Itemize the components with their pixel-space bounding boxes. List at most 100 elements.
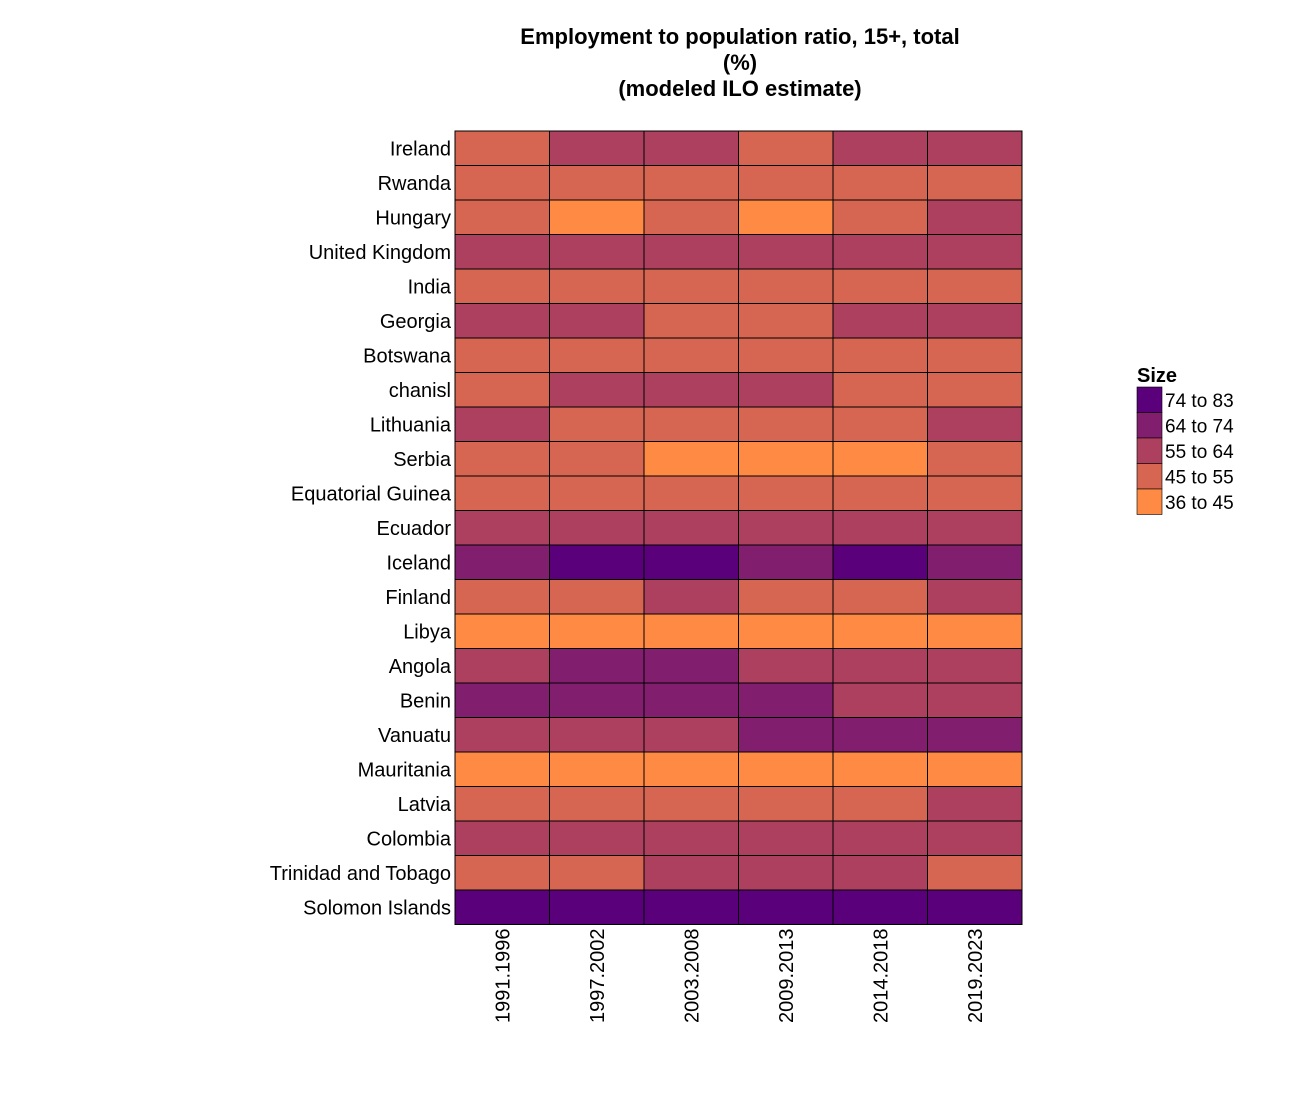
legend-swatch bbox=[1136, 437, 1163, 464]
heatmap-cell bbox=[738, 510, 834, 546]
heatmap-cell bbox=[832, 372, 928, 408]
heatmap-cell bbox=[643, 889, 739, 925]
heatmap-cell bbox=[454, 889, 550, 925]
heatmap-cell bbox=[454, 579, 550, 615]
heatmap-cell bbox=[927, 682, 1023, 718]
y-tick-label: Botswana bbox=[363, 345, 452, 367]
heatmap-cell bbox=[738, 130, 834, 166]
y-tick-label: Rwanda bbox=[378, 173, 452, 195]
heatmap-cell bbox=[643, 406, 739, 442]
heatmap-cell bbox=[549, 786, 645, 822]
heatmap-cell bbox=[549, 337, 645, 373]
heatmap-cell bbox=[832, 751, 928, 787]
heatmap-cell bbox=[454, 372, 550, 408]
heatmap-cell bbox=[927, 579, 1023, 615]
heatmap-cell bbox=[738, 648, 834, 684]
heatmap-cell bbox=[832, 613, 928, 649]
heatmap-cell bbox=[738, 579, 834, 615]
heatmap-cell bbox=[454, 751, 550, 787]
heatmap-cell bbox=[927, 441, 1023, 477]
y-tick-label: Benin bbox=[400, 690, 451, 712]
heatmap-cell bbox=[549, 717, 645, 753]
heatmap-cell bbox=[927, 406, 1023, 442]
heatmap-cell bbox=[927, 544, 1023, 580]
heatmap-cell bbox=[927, 889, 1023, 925]
legend-swatch bbox=[1136, 412, 1163, 439]
heatmap-cell bbox=[454, 130, 550, 166]
heatmap-cell bbox=[454, 165, 550, 201]
legend-label: 55 to 64 bbox=[1165, 442, 1234, 463]
heatmap-cell bbox=[454, 855, 550, 891]
heatmap-cell bbox=[832, 337, 928, 373]
heatmap-cell bbox=[738, 751, 834, 787]
heatmap-cell bbox=[549, 165, 645, 201]
heatmap-cell bbox=[643, 130, 739, 166]
heatmap-cell bbox=[927, 855, 1023, 891]
heatmap-cell bbox=[832, 510, 928, 546]
heatmap-cell bbox=[549, 130, 645, 166]
heatmap-cell bbox=[927, 717, 1023, 753]
x-tick-label: 1991.1996 bbox=[492, 929, 514, 1024]
legend-swatch bbox=[1136, 488, 1163, 515]
chart-title-line-3: (modeled ILO estimate) bbox=[618, 76, 861, 101]
legend-label: 36 to 45 bbox=[1165, 493, 1234, 514]
heatmap-cell bbox=[927, 613, 1023, 649]
heatmap-cell bbox=[454, 199, 550, 235]
y-tick-label: Georgia bbox=[380, 311, 452, 333]
heatmap-cell bbox=[454, 441, 550, 477]
y-tick-label: Trinidad and Tobago bbox=[270, 863, 451, 885]
heatmap-cell bbox=[454, 406, 550, 442]
heatmap-cell bbox=[454, 820, 550, 856]
heatmap-cell bbox=[454, 648, 550, 684]
heatmap-cell bbox=[549, 579, 645, 615]
heatmap-cell bbox=[738, 786, 834, 822]
heatmap-cell bbox=[832, 199, 928, 235]
heatmap-cell bbox=[643, 751, 739, 787]
heatmap-cell bbox=[549, 820, 645, 856]
heatmap-cell bbox=[738, 441, 834, 477]
heatmap-cell bbox=[454, 475, 550, 511]
heatmap-cell bbox=[832, 682, 928, 718]
heatmap-cell bbox=[832, 268, 928, 304]
y-tick-label: Solomon Islands bbox=[303, 897, 451, 919]
heatmap-cell bbox=[643, 682, 739, 718]
heatmap-cell bbox=[549, 855, 645, 891]
heatmap-cell bbox=[832, 717, 928, 753]
heatmap-cell bbox=[832, 130, 928, 166]
heatmap-cell bbox=[738, 717, 834, 753]
heatmap-cell bbox=[738, 199, 834, 235]
heatmap-cell bbox=[643, 475, 739, 511]
heatmap-cell bbox=[549, 268, 645, 304]
heatmap-cell bbox=[927, 165, 1023, 201]
heatmap-cell bbox=[549, 303, 645, 339]
heatmap-cell bbox=[832, 889, 928, 925]
heatmap-cell bbox=[643, 648, 739, 684]
heatmap-cell bbox=[927, 199, 1023, 235]
x-tick-label: 2003.2008 bbox=[681, 929, 703, 1024]
heatmap-cell bbox=[549, 648, 645, 684]
heatmap-cell bbox=[454, 717, 550, 753]
heatmap-cell bbox=[454, 510, 550, 546]
legend-title: Size bbox=[1137, 365, 1177, 387]
y-tick-label: Equatorial Guinea bbox=[291, 483, 452, 505]
heatmap-cell bbox=[549, 751, 645, 787]
heatmap-cell bbox=[738, 337, 834, 373]
heatmap-cell bbox=[738, 268, 834, 304]
x-axis-labels: 1991.1996 1997.2002 2003.2008 2009.2013 2014… bbox=[492, 929, 987, 1024]
heatmap-cell bbox=[738, 234, 834, 270]
heatmap-cell bbox=[832, 406, 928, 442]
heatmap-cell bbox=[832, 475, 928, 511]
heatmap-cell bbox=[738, 820, 834, 856]
x-tick-label: 2019.2023 bbox=[965, 929, 987, 1024]
heatmap-cell bbox=[549, 234, 645, 270]
heatmap-cell bbox=[832, 579, 928, 615]
heatmap-cell bbox=[927, 648, 1023, 684]
x-tick-label: 2009.2013 bbox=[776, 929, 798, 1024]
y-tick-label: Latvia bbox=[398, 794, 452, 816]
legend-swatch bbox=[1136, 463, 1163, 490]
heatmap-cell bbox=[643, 786, 739, 822]
heatmap-cell bbox=[832, 441, 928, 477]
heatmap-cell bbox=[832, 786, 928, 822]
x-tick-label: 1997.2002 bbox=[587, 929, 609, 1024]
heatmap-cell bbox=[643, 303, 739, 339]
